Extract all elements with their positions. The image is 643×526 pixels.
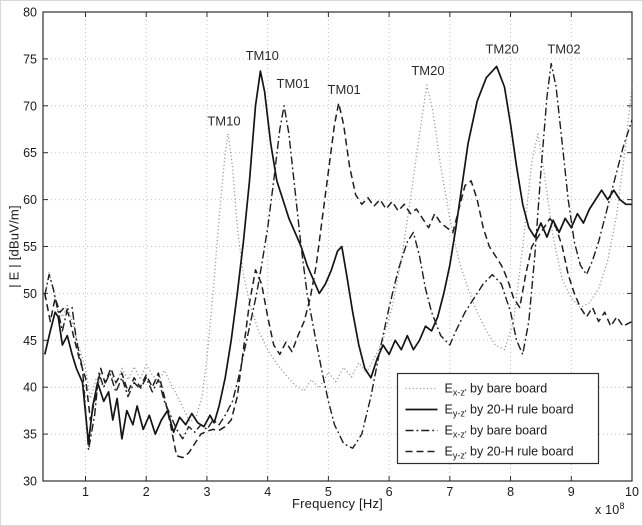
y-tick-label: 75 [23,52,37,66]
y-tick-label: 55 [23,240,37,254]
x-tick-label: 4 [264,485,271,499]
y-tick-label: 30 [23,475,37,489]
series-dashed [44,102,633,459]
x-tick-label: 5 [325,485,332,499]
x-axis-multiplier: x 108 [595,501,641,517]
legend-label: Ex-z' by bare board [445,424,548,440]
y-tick-label: 70 [23,99,37,113]
y-tick-label: 80 [23,6,37,20]
x-tick-label: 1 [82,485,89,499]
y-axis-label: | E | [dBuV/m] [6,205,22,288]
legend-label: Ex-z' by bare board [445,382,548,398]
x-axis-label: Frequency [Hz] [292,496,383,511]
annotation-tm10: TM10 [207,114,240,129]
annotation-tm02: TM02 [547,42,580,57]
annotation-tm20: TM20 [485,42,518,57]
series-dashdot [44,62,633,451]
y-tick-label: 35 [23,428,37,442]
x-axis-exponent: 8 [619,501,625,511]
x-tick-label: 6 [386,485,393,499]
annotation-tm10: TM10 [246,48,279,63]
annotation-tm01: TM01 [277,76,310,91]
x-tick-label: 10 [625,485,639,499]
legend-label: Ey-z' by 20-H rule board [445,403,574,419]
y-tick-label: 65 [23,146,37,160]
y-tick-label: 60 [23,193,37,207]
annotation-tm01: TM01 [328,82,361,97]
x-tick-label: 8 [507,485,514,499]
y-tick-label: 45 [23,334,37,348]
x-tick-label: 9 [568,485,575,499]
y-tick-label: 40 [23,381,37,395]
series-solid [43,65,632,445]
annotation-tm20: TM20 [411,63,444,78]
x-axis-multiplier-base: x 10 [595,503,620,518]
x-tick-label: 7 [446,485,453,499]
legend-label: Ey-z' by 20-H rule board [445,445,574,461]
y-tick-label: 50 [23,287,37,301]
x-tick-label: 2 [143,485,150,499]
x-tick-label: 3 [203,485,210,499]
